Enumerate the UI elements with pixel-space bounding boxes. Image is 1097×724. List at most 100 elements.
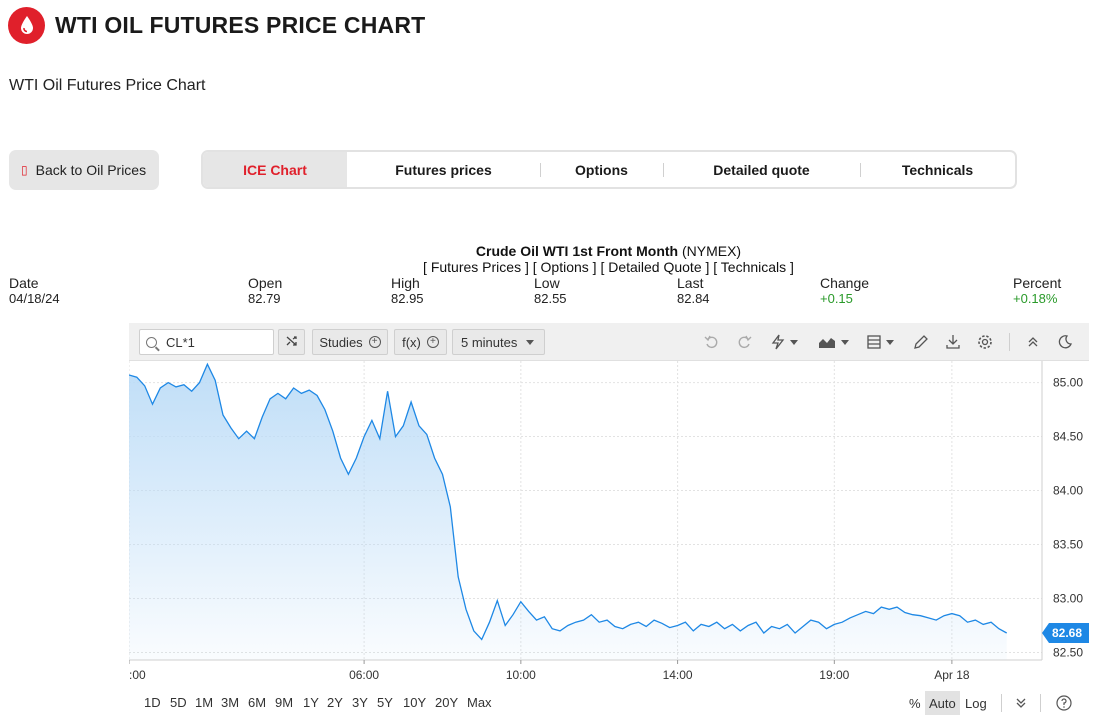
quote-title: Crude Oil WTI 1st Front Month (NYMEX) xyxy=(0,243,1097,259)
toolbar-divider xyxy=(1009,333,1010,351)
range-bar: 1D 5D 1M 3M 6M 9M 1Y 2Y 3Y 5Y 10Y 20Y Ma… xyxy=(129,687,1089,717)
range-9m-button[interactable]: 9M xyxy=(275,695,294,710)
quote-last: Last 82.84 xyxy=(677,275,710,307)
range-5d-button[interactable]: 5D xyxy=(170,695,187,710)
x-tick-label: Apr 18 xyxy=(934,668,970,682)
range-1d-button[interactable]: 1D xyxy=(144,695,161,710)
x-tick-label: :00 xyxy=(129,668,146,682)
last-label: Last xyxy=(677,275,704,291)
range-3m-button[interactable]: 3M xyxy=(221,695,240,710)
low-label: Low xyxy=(534,275,560,291)
y-tick-label: 83.50 xyxy=(1053,538,1083,552)
chart-toolbar: CL*1 Studies + f(x) + 5 minutes xyxy=(129,323,1089,361)
instrument-name: Crude Oil WTI 1st Front Month xyxy=(475,243,679,259)
scale-percent-button[interactable]: % xyxy=(909,695,921,711)
y-tick-label: 85.00 xyxy=(1053,376,1083,390)
range-3y-button[interactable]: 3Y xyxy=(352,695,368,710)
symbol-value: CL*1 xyxy=(166,334,195,350)
high-label: High xyxy=(391,275,420,291)
tab-futures-prices[interactable]: Futures prices xyxy=(395,161,492,178)
range-10y-button[interactable]: 10Y xyxy=(403,695,427,710)
tab-technicals[interactable]: Technicals xyxy=(860,152,1015,187)
quote-links[interactable]: [ Futures Prices ] [ Options ] [ Detaile… xyxy=(423,259,794,275)
page-header: WTI OIL FUTURES PRICE CHART xyxy=(8,6,425,44)
y-tick-label: 82.50 xyxy=(1053,645,1083,659)
x-tick-label: 10:00 xyxy=(506,668,536,682)
chart-widget: CL*1 Studies + f(x) + 5 minutes xyxy=(129,323,1089,718)
price-line xyxy=(129,362,1008,641)
range-divider xyxy=(1001,694,1002,712)
quote-low: Low 82.55 xyxy=(534,275,567,307)
dark-mode-icon[interactable] xyxy=(1056,331,1074,353)
range-1y-button[interactable]: 1Y xyxy=(303,695,319,710)
quote-change: Change +0.15 xyxy=(820,275,869,307)
range-divider xyxy=(1040,694,1041,712)
percent-label: Percent xyxy=(1013,275,1062,291)
chevron-down-icon xyxy=(885,339,894,345)
y-tick-label: 84.50 xyxy=(1053,430,1083,444)
open-label: Open xyxy=(248,275,283,291)
compare-button[interactable] xyxy=(278,329,305,355)
lightning-icon[interactable] xyxy=(767,331,801,353)
x-axis: :00 06:00 10:00 14:00 19:00 Apr 18 xyxy=(129,660,970,682)
back-to-oil-prices-button[interactable]: ▯ Back to Oil Prices xyxy=(9,150,159,190)
exchange-name: (NYMEX) xyxy=(681,243,742,259)
y-axis: 85.00 84.50 84.00 83.50 83.00 82.50 xyxy=(1053,376,1083,660)
low-value: 82.55 xyxy=(534,291,567,306)
y-tick-label: 83.00 xyxy=(1053,591,1083,605)
chart-type-icon[interactable] xyxy=(816,331,850,353)
download-icon[interactable] xyxy=(944,331,962,353)
oil-drop-icon xyxy=(8,6,45,44)
fx-label: f(x) xyxy=(402,334,421,350)
redo-icon[interactable] xyxy=(735,331,753,353)
layout-icon[interactable] xyxy=(864,331,896,353)
date-value: 04/18/24 xyxy=(9,291,60,306)
date-label: Date xyxy=(9,275,39,291)
symbol-search-input[interactable]: CL*1 xyxy=(139,329,274,355)
tab-options[interactable]: Options xyxy=(540,152,663,187)
high-value: 82.95 xyxy=(391,291,424,306)
tab-ice-chart[interactable]: ICE Chart xyxy=(203,152,347,187)
range-6m-button[interactable]: 6M xyxy=(248,695,267,710)
price-chart[interactable]: 85.00 84.50 84.00 83.50 83.00 82.50 :00 06:00 1… xyxy=(129,361,1089,687)
help-icon[interactable] xyxy=(1056,691,1072,715)
undo-icon[interactable] xyxy=(703,331,721,353)
price-area-fill xyxy=(129,364,1007,660)
percent-value: +0.18% xyxy=(1013,291,1058,306)
last-price-badge-shape xyxy=(1042,623,1089,644)
scale-auto-button[interactable]: Auto xyxy=(925,691,960,715)
range-2y-button[interactable]: 2Y xyxy=(327,695,343,710)
pencil-icon[interactable] xyxy=(912,331,930,353)
page-title: WTI OIL FUTURES PRICE CHART xyxy=(55,11,426,38)
range-1m-button[interactable]: 1M xyxy=(195,695,214,710)
range-max-button[interactable]: Max xyxy=(467,695,492,710)
add-icon: + xyxy=(368,336,381,348)
last-price-label: 82.68 xyxy=(1052,626,1082,640)
x-tick-label: 19:00 xyxy=(819,668,849,682)
chart-tabs: ICE Chart Futures prices Options Detaile… xyxy=(201,150,1017,189)
expand-down-icon[interactable] xyxy=(1015,691,1027,715)
tab-detailed-quote[interactable]: Detailed quote xyxy=(663,152,860,187)
studies-button[interactable]: Studies + xyxy=(312,329,388,355)
back-button-label: Back to Oil Prices xyxy=(35,162,147,178)
shuffle-icon xyxy=(285,334,299,351)
page-subtitle: WTI Oil Futures Price Chart xyxy=(9,77,206,94)
interval-label: 5 minutes xyxy=(461,334,518,350)
quote-percent: Percent +0.18% xyxy=(1013,275,1061,307)
change-label: Change xyxy=(820,275,870,291)
fx-button[interactable]: f(x) + xyxy=(394,329,447,355)
search-icon xyxy=(146,336,157,348)
settings-icon[interactable] xyxy=(976,331,994,353)
interval-select[interactable]: 5 minutes xyxy=(452,329,545,355)
quote-high: High 82.95 xyxy=(391,275,424,307)
x-tick-label: 06:00 xyxy=(349,668,379,682)
quote-open: Open 82.79 xyxy=(248,275,282,307)
range-20y-button[interactable]: 20Y xyxy=(435,695,459,710)
studies-label: Studies xyxy=(319,334,363,350)
chevron-down-icon xyxy=(526,339,535,345)
collapse-icon[interactable] xyxy=(1024,331,1042,353)
scale-log-button[interactable]: Log xyxy=(965,695,987,711)
change-value: +0.15 xyxy=(820,291,853,306)
last-price-badge: 82.68 xyxy=(1042,623,1089,644)
range-5y-button[interactable]: 5Y xyxy=(377,695,393,710)
